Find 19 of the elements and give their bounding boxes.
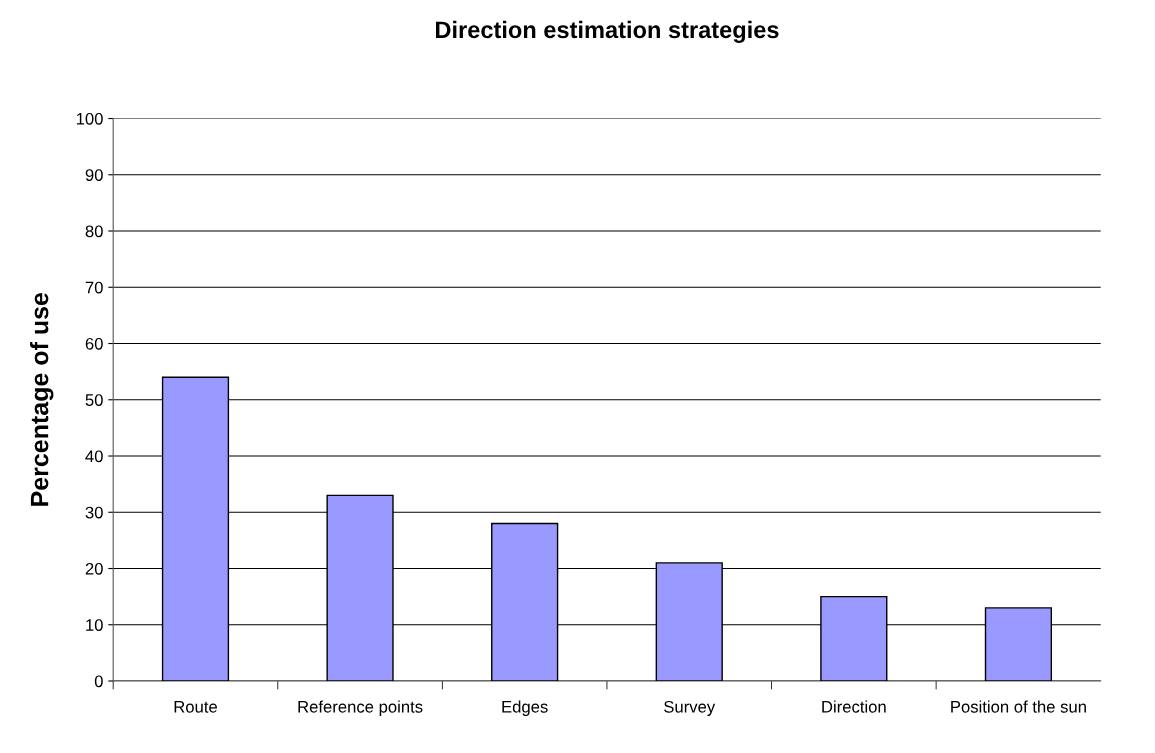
x-tick-label: Edges (502, 700, 548, 716)
y-tick-label: 80 (85, 225, 103, 238)
x-tick-label: Reference points (298, 700, 423, 716)
y-tick-label: 50 (85, 394, 103, 406)
y-tick-label: 0 (94, 675, 103, 688)
y-tick-label: 30 (85, 506, 103, 519)
y-tick-label: 100 (76, 112, 103, 125)
chart-title: Direction estimation strategies (436, 20, 779, 43)
y-axis-title: Percentage of use (30, 292, 54, 506)
y-tick-label: 20 (85, 562, 103, 575)
x-tick-label: Survey (664, 700, 716, 716)
y-tick-label: 70 (85, 281, 103, 294)
y-tick-label: 60 (85, 337, 103, 350)
x-tick-label: Route (174, 701, 217, 713)
y-tick-label: 40 (85, 450, 103, 463)
y-tick-label: 10 (86, 619, 103, 631)
x-tick-label: Position of the sun (951, 700, 1086, 713)
y-tick-label: 90 (85, 169, 103, 181)
x-tick-label: Direction (822, 700, 886, 713)
